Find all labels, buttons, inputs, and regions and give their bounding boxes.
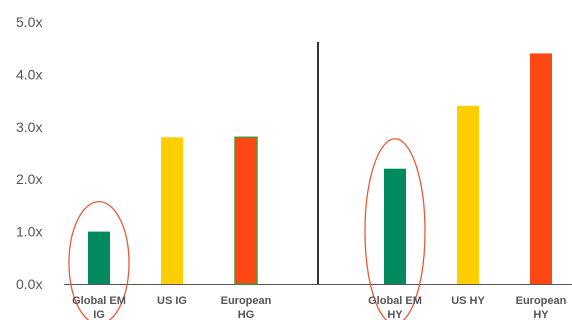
y-tick-label: 3.0x (16, 119, 42, 135)
y-tick-label: 2.0x (16, 171, 42, 187)
highlight-circle (364, 138, 426, 320)
category-label: HY (387, 309, 403, 320)
highlight-circles (68, 138, 426, 320)
category-label: European (221, 295, 272, 307)
y-axis-ticks: 0.0x 1.0x 2.0x 3.0x 4.0x 5.0x (16, 14, 42, 292)
category-label: US IG (157, 295, 187, 307)
bars (88, 53, 552, 285)
category-label: Global EM (368, 295, 422, 307)
category-labels: Global EM IG US IG European HG Global EM HY US … (72, 295, 567, 320)
bar (234, 136, 258, 285)
highlight-circle (68, 200, 130, 320)
category-label: HY (533, 309, 549, 320)
bar (88, 231, 110, 284)
category-label: HG (238, 309, 255, 320)
y-tick-label: 5.0x (16, 14, 42, 30)
bar (384, 168, 406, 284)
bar (530, 53, 552, 284)
bar (457, 105, 479, 284)
y-tick-label: 0.0x (16, 276, 42, 292)
y-tick-label: 4.0x (16, 66, 42, 82)
category-label: IG (93, 309, 105, 320)
category-label: Global EM (72, 295, 126, 307)
category-label: European (516, 295, 567, 307)
y-tick-label: 1.0x (16, 224, 42, 240)
bar (161, 137, 183, 284)
category-label: US HY (451, 295, 485, 307)
